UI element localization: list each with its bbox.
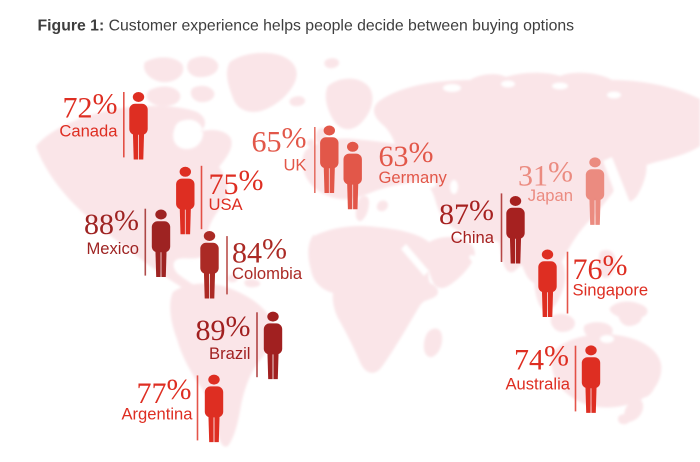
svg-text:UK: UK	[283, 156, 306, 175]
svg-text:Colombia: Colombia	[232, 264, 303, 283]
svg-text:China: China	[451, 228, 495, 247]
svg-text:77%: 77%	[137, 373, 192, 410]
svg-text:Brazil: Brazil	[209, 344, 251, 363]
svg-text:72%: 72%	[63, 88, 118, 125]
svg-text:84%: 84%	[232, 233, 287, 270]
svg-text:74%: 74%	[514, 340, 569, 377]
svg-text:Argentina: Argentina	[121, 405, 193, 424]
svg-text:Canada: Canada	[59, 121, 118, 140]
svg-text:Australia: Australia	[505, 375, 570, 394]
svg-text:31%: 31%	[518, 156, 573, 193]
svg-text:Mexico: Mexico	[86, 239, 139, 258]
svg-text:65%: 65%	[252, 122, 307, 159]
svg-text:Germany: Germany	[379, 168, 448, 187]
svg-text:Singapore: Singapore	[573, 281, 649, 300]
svg-text:89%: 89%	[196, 310, 251, 347]
svg-text:76%: 76%	[573, 249, 628, 286]
svg-text:88%: 88%	[84, 204, 139, 241]
svg-text:Japan: Japan	[528, 186, 573, 205]
svg-text:87%: 87%	[439, 194, 494, 231]
svg-text:63%: 63%	[379, 136, 434, 173]
svg-text:USA: USA	[209, 195, 244, 214]
svg-text:Figure 1: Customer experience: Figure 1: Customer experience helps peop…	[38, 18, 575, 35]
svg-text:75%: 75%	[209, 164, 264, 201]
